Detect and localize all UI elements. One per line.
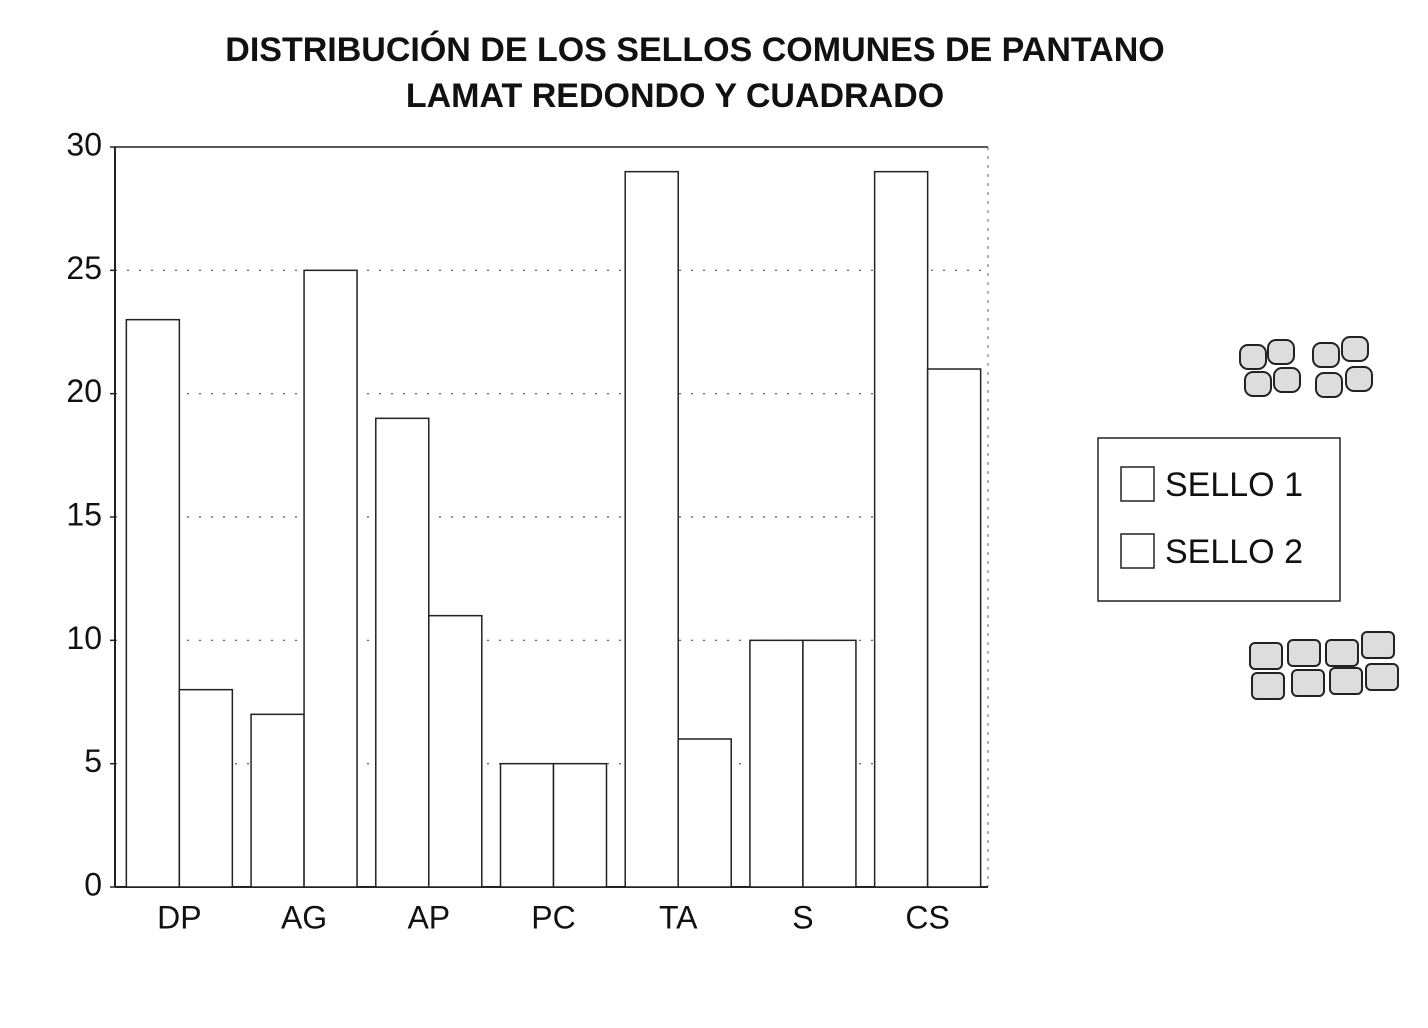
- seal-icons: [1239, 336, 1399, 700]
- chart-title: LAMAT REDONDO Y CUADRADO: [406, 77, 944, 115]
- bar: [375, 417, 430, 888]
- x-tick-label: PC: [531, 899, 575, 935]
- x-tick-label: AP: [407, 899, 450, 935]
- bar: [802, 639, 857, 888]
- legend-swatch: [1120, 533, 1155, 569]
- legend-label: SELLO 2: [1165, 533, 1303, 571]
- bar: [428, 614, 483, 888]
- bar: [926, 368, 982, 888]
- y-tick-label: 5: [84, 743, 102, 779]
- bar: [552, 762, 608, 888]
- x-tick-label: TA: [659, 899, 698, 935]
- bar: [499, 762, 555, 888]
- x-tick-label: AG: [281, 899, 327, 935]
- bar: [178, 688, 234, 888]
- legend-swatch: [1120, 466, 1155, 502]
- bar: [624, 170, 679, 888]
- bar: [873, 170, 929, 888]
- y-tick-label: 10: [66, 620, 102, 656]
- legend-label: SELLO 1: [1165, 466, 1303, 504]
- x-tick-label: S: [792, 899, 813, 935]
- bar: [250, 713, 305, 888]
- bar: [749, 639, 804, 888]
- y-tick-label: 20: [66, 373, 102, 409]
- y-tick-label: 25: [66, 250, 102, 286]
- y-tick-label: 0: [84, 866, 102, 902]
- legend-box: [1097, 437, 1341, 602]
- x-tick-label: CS: [905, 899, 949, 935]
- y-tick-label: 30: [66, 126, 102, 162]
- y-tick-label: 15: [66, 496, 102, 532]
- bar: [303, 269, 358, 888]
- bar: [125, 318, 181, 888]
- x-tick-label: DP: [157, 899, 201, 935]
- bar: [677, 738, 732, 888]
- chart-title: DISTRIBUCIÓN DE LOS SELLOS COMUNES DE PA…: [225, 31, 1164, 69]
